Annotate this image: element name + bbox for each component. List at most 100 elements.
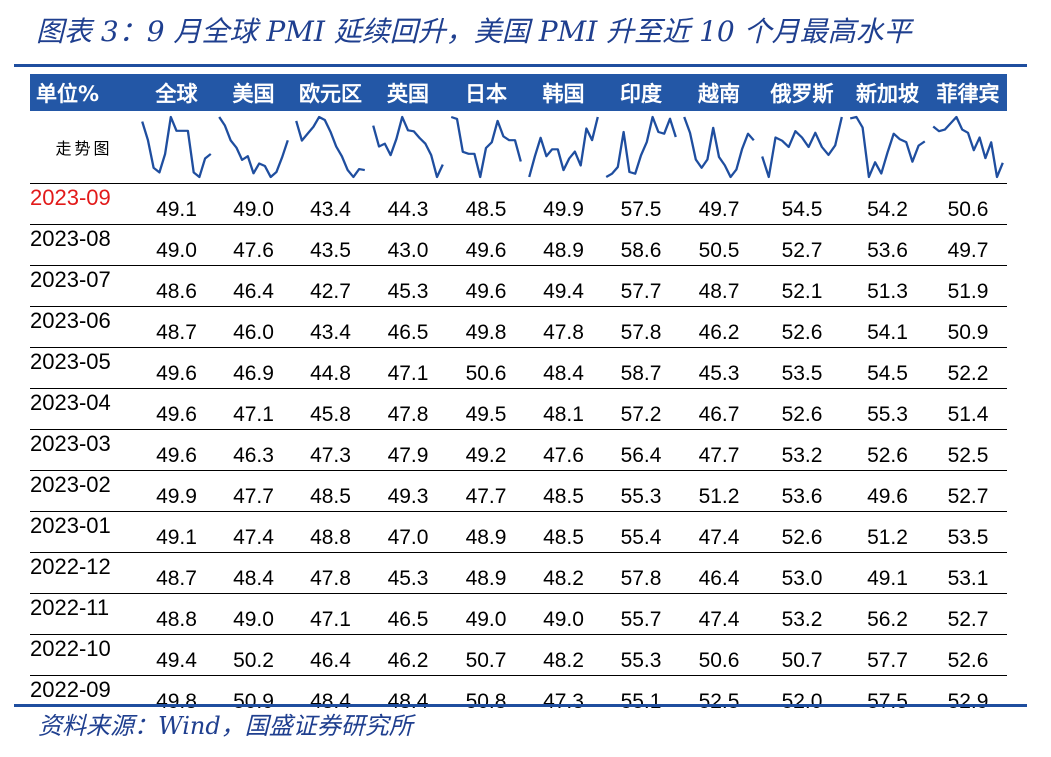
sparkline-cell [758, 111, 846, 184]
unit-header: 单位% [30, 74, 138, 111]
pmi-value-cell: 49.2 [447, 429, 525, 471]
header-row: 单位% 全球 美国 欧元区 英国 日本 韩国 印度 越南 俄罗斯 新加坡 菲律宾 [30, 74, 1007, 111]
pmi-value-cell: 53.2 [758, 429, 846, 471]
pmi-value-cell: 46.4 [680, 552, 758, 594]
pmi-value-cell: 48.6 [138, 265, 215, 307]
pmi-value-cell: 53.0 [758, 552, 846, 594]
pmi-value-cell: 48.5 [525, 511, 602, 553]
pmi-value-cell: 49.6 [138, 388, 215, 430]
pmi-value-cell: 48.7 [138, 306, 215, 348]
sparkline-line [605, 115, 677, 178]
pmi-value-cell: 55.1 [620, 690, 662, 713]
pmi-value-cell: 47.7 [215, 470, 292, 512]
pmi-value-cell: 46.2 [680, 306, 758, 348]
pmi-value-cell: 49.0 [447, 593, 525, 635]
sparkline-cell [215, 111, 292, 184]
pmi-value-cell: 49.0 [138, 224, 215, 266]
pmi-value-cell: 54.1 [846, 306, 929, 348]
sparkline [141, 115, 212, 179]
pmi-value-cell: 44.3 [369, 183, 447, 225]
pmi-value-cell: 57.8 [602, 306, 680, 348]
pmi-value-cell: 56.2 [846, 593, 929, 635]
pmi-value-cell: 46.7 [680, 388, 758, 430]
pmi-value-cell: 47.8 [369, 388, 447, 430]
pmi-value-cell: 46.5 [369, 306, 447, 348]
table-row: 2023-08 49.0 47.6 43.5 43.0 49.6 48.9 58.6 50.5 5… [30, 224, 1007, 266]
sparkline-cell [525, 111, 602, 184]
pmi-value-cell: 50.9 [929, 306, 1007, 348]
table-row: 2023-07 48.6 46.4 42.7 45.3 49.6 49.4 57.7 48.7 5… [30, 265, 1007, 307]
pmi-value-cell: 58.7 [602, 347, 680, 389]
pmi-value-cell: 48.4 [387, 690, 429, 713]
sparkline-line [450, 115, 522, 179]
pmi-value-cell: 52.6 [846, 429, 929, 471]
pmi-value-cell: 43.4 [292, 306, 369, 348]
pmi-value-cell: 49.6 [447, 224, 525, 266]
column-header: 全球 [138, 74, 215, 111]
pmi-value-cell: 53.2 [758, 593, 846, 635]
month-cell: 2022-11 [30, 593, 138, 635]
sparkline [372, 115, 444, 179]
pmi-value-cell: 49.0 [215, 183, 292, 225]
month-cell: 2022-12 [30, 552, 138, 594]
column-header: 菲律宾 [929, 74, 1007, 111]
sparkline-line [849, 115, 926, 179]
pmi-value-cell: 49.6 [447, 265, 525, 307]
pmi-value-cell: 53.5 [929, 511, 1007, 553]
pmi-value-cell: 58.6 [602, 224, 680, 266]
month-cell: 2023-03 [30, 429, 138, 471]
pmi-value-cell: 47.0 [369, 511, 447, 553]
pmi-value-cell: 47.6 [525, 429, 602, 471]
pmi-value-cell: 42.7 [292, 265, 369, 307]
pmi-value-cell: 48.9 [447, 552, 525, 594]
pmi-value-cell: 52.5 [698, 690, 740, 713]
sparkline-line [141, 115, 212, 179]
pmi-value-cell: 48.8 [292, 511, 369, 553]
pmi-value-cell: 46.3 [215, 429, 292, 471]
pmi-value-cell: 48.4 [310, 690, 351, 713]
pmi-value-cell: 48.8 [138, 593, 215, 635]
pmi-value-cell: 46.0 [215, 306, 292, 348]
sparkline [605, 115, 677, 178]
pmi-value-cell: 51.2 [846, 511, 929, 553]
sparkline-cell [447, 111, 525, 184]
pmi-value-cell: 49.1 [846, 552, 929, 594]
sparkline-line [218, 116, 289, 179]
pmi-value-cell: 51.9 [929, 265, 1007, 307]
pmi-value-cell: 49.4 [138, 634, 215, 676]
pmi-value-cell: 47.4 [680, 511, 758, 553]
pmi-value-cell: 52.2 [929, 347, 1007, 389]
sparkline [683, 116, 755, 179]
month-cell: 2022-09 [30, 677, 111, 702]
table-row: 2023-06 48.7 46.0 43.4 46.5 49.8 47.8 57.8 46.2 5… [30, 306, 1007, 348]
pmi-value-cell: 52.7 [758, 224, 846, 266]
month-cell: 2023-09 [30, 183, 138, 225]
pmi-value-cell: 50.6 [929, 183, 1007, 225]
table-row: 2023-09 49.1 49.0 43.4 44.3 48.5 49.9 57.5 49.7 5… [30, 183, 1007, 225]
pmi-value-cell: 49.7 [680, 183, 758, 225]
pmi-value-cell: 47.1 [292, 593, 369, 635]
table-row: 2022-10 49.4 50.2 46.4 46.2 50.7 48.2 55.3 50.6 5… [30, 634, 1007, 676]
sparkline-cell [680, 111, 758, 184]
sparkline [761, 116, 843, 179]
month-cell: 2023-08 [30, 224, 138, 266]
pmi-value-cell: 53.5 [758, 347, 846, 389]
pmi-value-cell: 50.7 [758, 634, 846, 676]
sparkline-cell [292, 111, 369, 184]
pmi-value-cell: 46.4 [215, 265, 292, 307]
pmi-value-cell: 49.6 [846, 470, 929, 512]
pmi-value-cell: 49.1 [138, 511, 215, 553]
pmi-value-cell: 57.7 [846, 634, 929, 676]
sparkline-line [372, 115, 444, 179]
pmi-value-cell: 48.9 [525, 224, 602, 266]
pmi-value-cell: 52.6 [758, 511, 846, 553]
bottom-rule [14, 704, 1027, 707]
column-header: 英国 [369, 74, 447, 111]
sparkline [295, 115, 365, 179]
pmi-value-cell: 43.5 [292, 224, 369, 266]
pmi-value-cell: 49.4 [525, 265, 602, 307]
pmi-value-cell: 52.0 [781, 690, 823, 713]
pmi-value-cell: 50.5 [680, 224, 758, 266]
pmi-value-cell: 50.2 [215, 634, 292, 676]
pmi-value-cell: 48.4 [525, 347, 602, 389]
